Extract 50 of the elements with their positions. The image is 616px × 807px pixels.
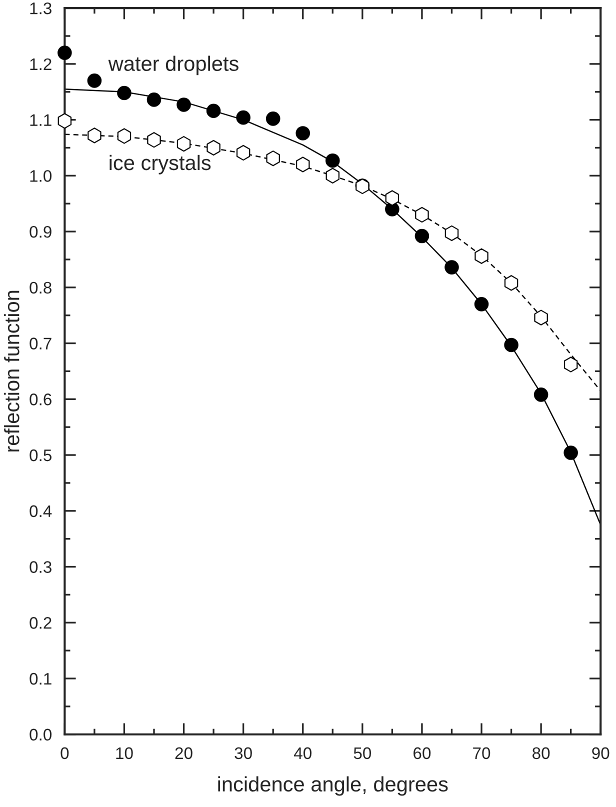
y-tick-label: 0.1 xyxy=(30,672,52,685)
y-tick-label: 0.9 xyxy=(30,226,52,238)
point xyxy=(206,104,221,118)
y-tick-label: 0.6 xyxy=(30,394,52,406)
point xyxy=(504,338,518,352)
point xyxy=(87,74,102,88)
point xyxy=(474,248,488,264)
point xyxy=(117,86,132,100)
y-tick-label: 0.5 xyxy=(30,449,52,462)
x-tick-label: 70 xyxy=(473,747,490,760)
point xyxy=(146,92,162,107)
x-tick-label: 60 xyxy=(414,747,431,760)
x-tick-label: 0 xyxy=(60,747,69,760)
x-tick-label: 20 xyxy=(175,747,192,760)
point xyxy=(504,275,518,291)
point xyxy=(58,113,72,129)
point xyxy=(117,128,132,144)
x-tick-label: 90 xyxy=(592,747,610,760)
point xyxy=(474,297,489,312)
y-tick-label: 0.0 xyxy=(30,728,52,741)
series-label: ice crystals xyxy=(110,154,211,174)
y-tick-label: 1.1 xyxy=(30,114,52,126)
y-tick-label: 1.2 xyxy=(30,58,52,70)
x-tick-label: 10 xyxy=(116,747,133,760)
point xyxy=(58,46,72,60)
series-label: water droplets xyxy=(108,56,238,76)
point xyxy=(444,260,459,274)
y-tick-label: 1.3 xyxy=(30,2,52,14)
point xyxy=(564,446,578,460)
y-axis-title: reflection function xyxy=(4,290,20,452)
x-axis-title: incidence angle, degrees xyxy=(218,776,448,796)
y-tick-label: 0.2 xyxy=(30,617,52,629)
point xyxy=(296,126,310,140)
point xyxy=(266,112,280,126)
y-tick-label: 0.4 xyxy=(30,505,52,518)
y-tick-label: 0.7 xyxy=(30,338,52,350)
x-tick-label: 50 xyxy=(354,747,372,760)
x-tick-label: 40 xyxy=(294,747,312,760)
point xyxy=(236,110,250,125)
x-tick-label: 30 xyxy=(234,747,252,760)
point xyxy=(176,136,191,152)
point xyxy=(325,153,340,168)
point xyxy=(176,98,191,112)
point xyxy=(414,228,430,244)
x-tick-label: 80 xyxy=(532,747,550,760)
point xyxy=(534,388,548,402)
point xyxy=(236,144,250,161)
y-tick-label: 0.3 xyxy=(30,561,52,573)
y-tick-label: 0.8 xyxy=(30,282,52,294)
y-tick-label: 1.0 xyxy=(30,170,52,182)
